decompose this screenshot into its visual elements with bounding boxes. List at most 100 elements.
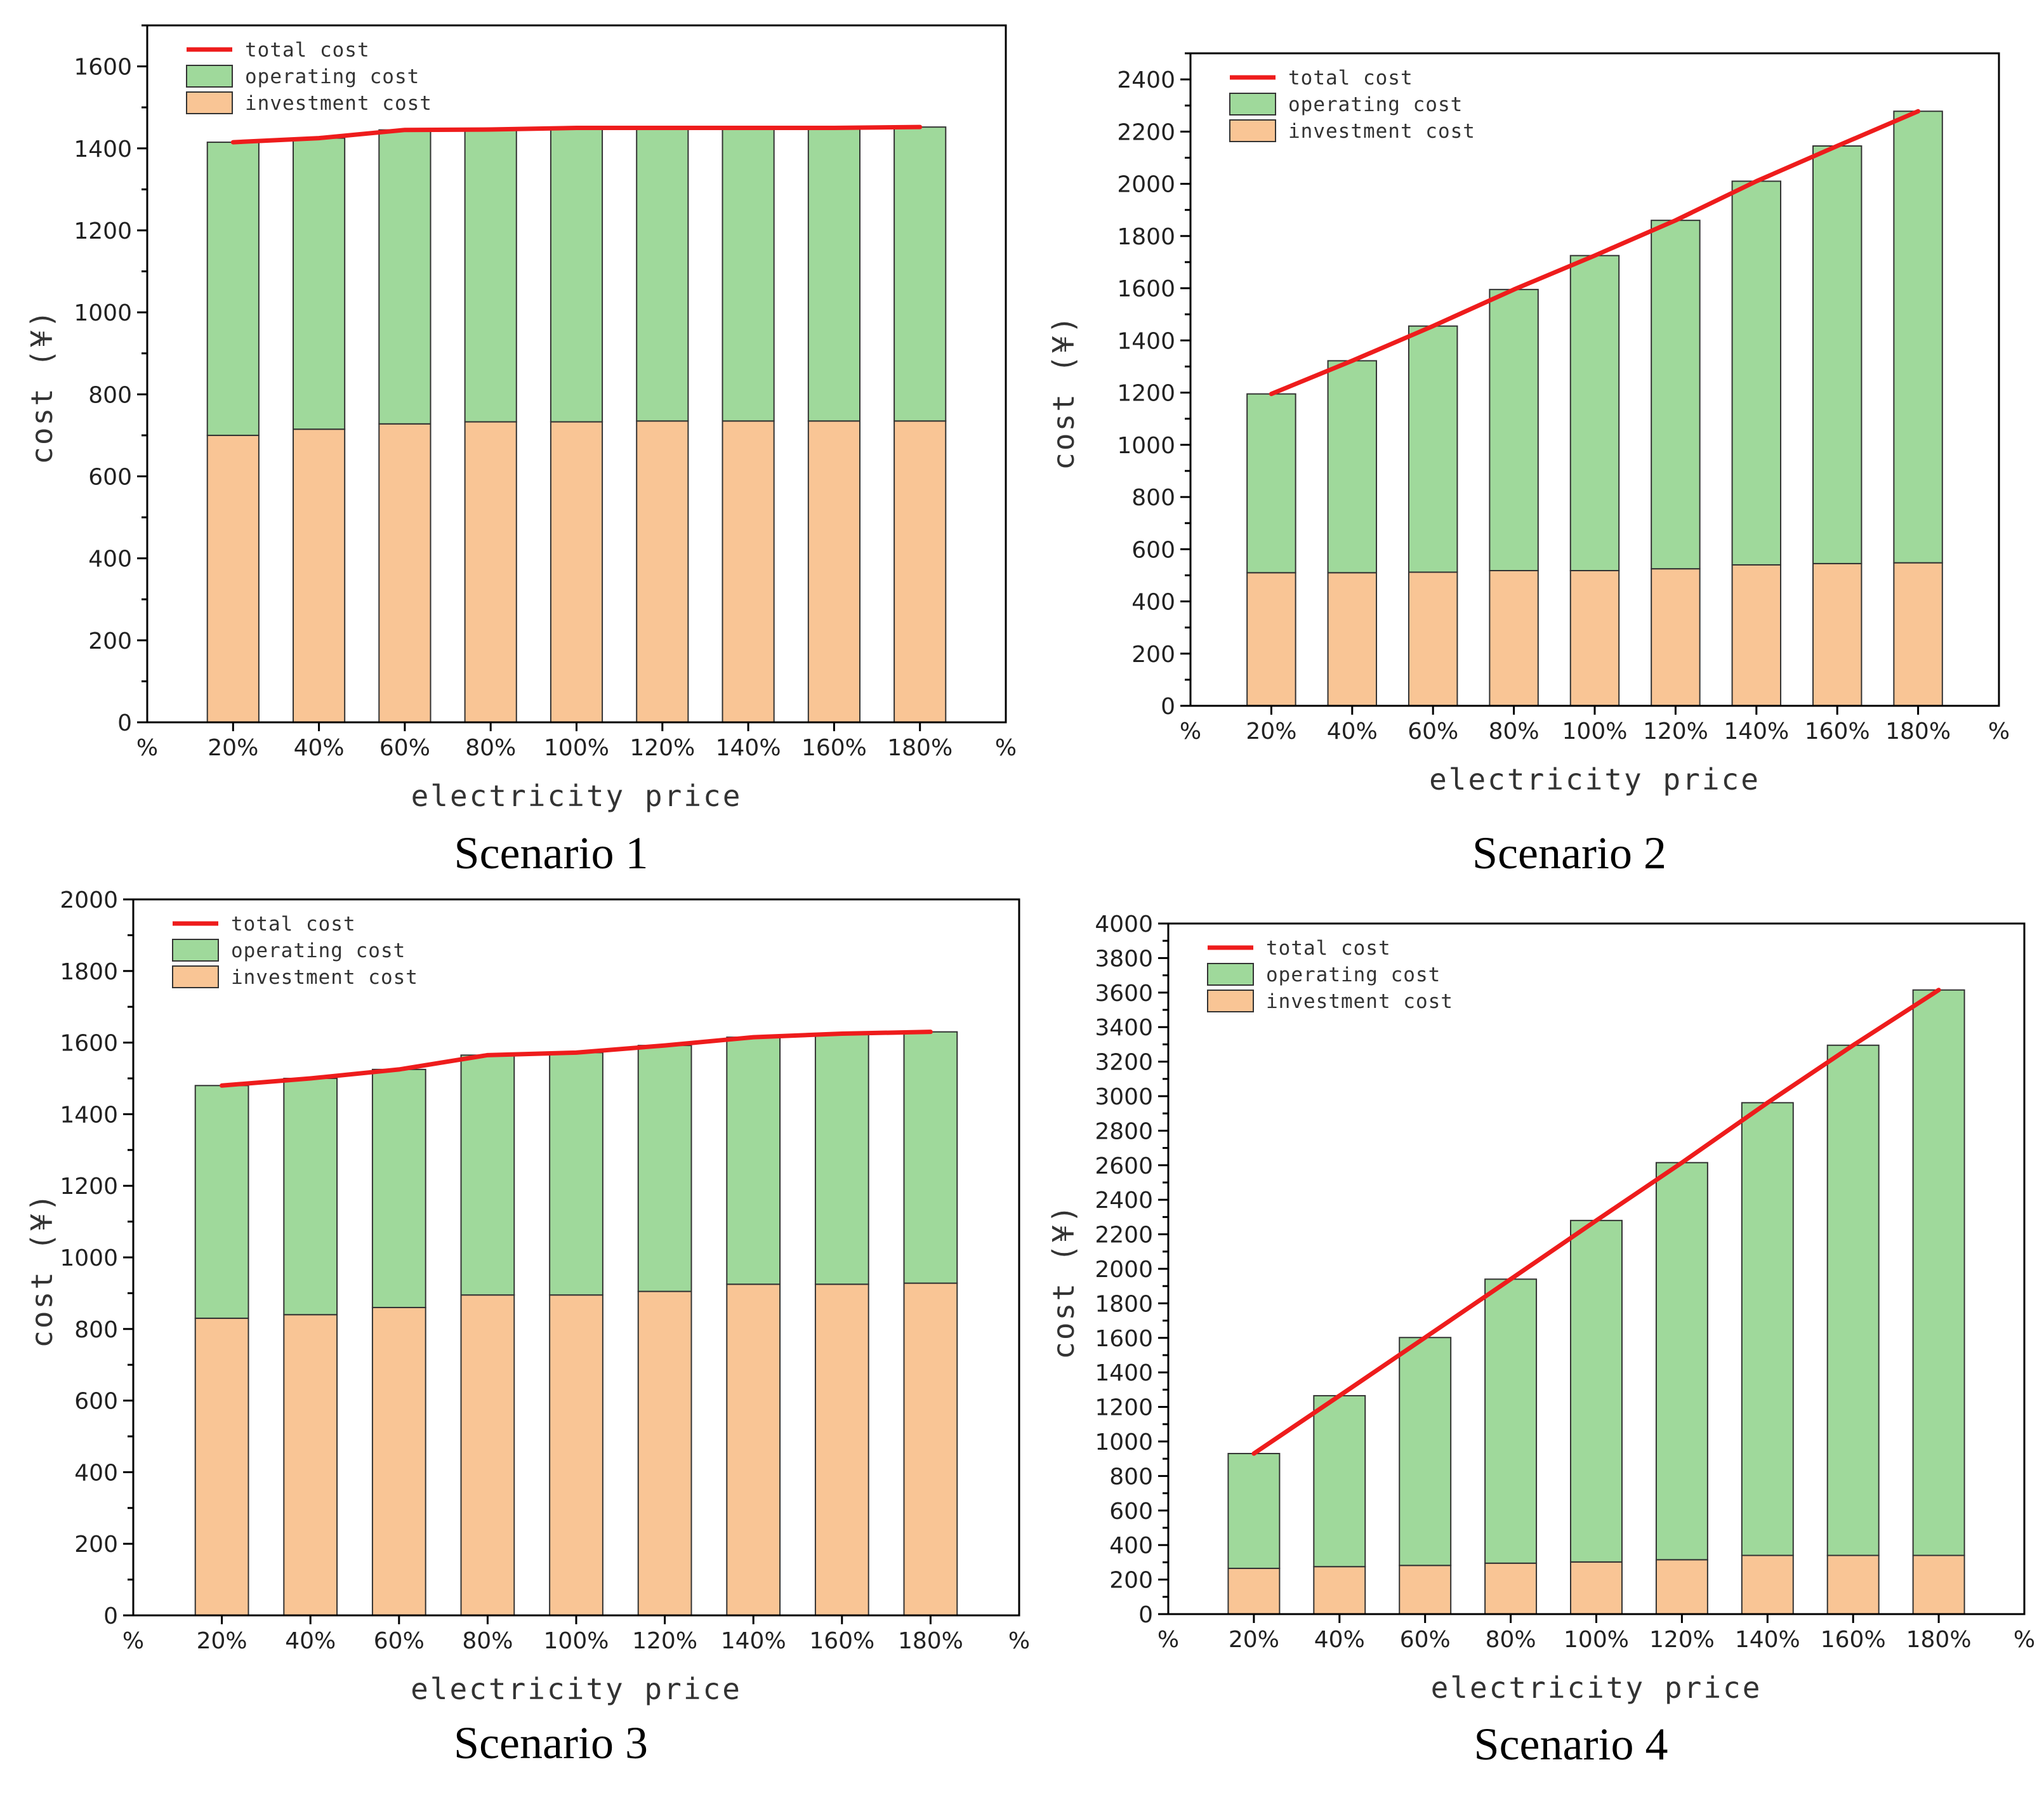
operating-bar (293, 137, 346, 430)
total-cost-line (1269, 109, 1921, 397)
x-axis-end-label: % (1988, 719, 2010, 745)
y-tick-label: 600 (1131, 537, 1175, 563)
y-tick-label: 1200 (1095, 1395, 1153, 1421)
x-tick-label: 80% (1486, 1627, 1536, 1653)
operating-bar (722, 127, 775, 422)
investment-bar (1912, 1554, 1965, 1615)
chart-panel-scenario-4: 0 200 400 600 800 1000 1200 1400 1600 1800 2000 220… (1022, 889, 2044, 1795)
x-tick-label: 60% (374, 1628, 425, 1654)
y-tick-label: 1400 (1117, 328, 1175, 354)
y-tick-label: 2400 (1095, 1188, 1153, 1214)
investment-bar (283, 1314, 338, 1616)
x-tick-label: 40% (285, 1628, 336, 1654)
investment-bar (1812, 562, 1863, 706)
operating-bar (1893, 110, 1943, 564)
investment-bar (1569, 569, 1620, 707)
x-axis-title: electricity price (411, 779, 742, 813)
y-tick-label: 800 (88, 382, 132, 408)
legend-investment-cost-label: investment cost (1266, 990, 1453, 1013)
y-tick-label: 0 (103, 1603, 118, 1629)
legend-operating-cost-swatch (186, 65, 233, 88)
operating-bar (283, 1078, 338, 1316)
x-tick-label: 100% (544, 735, 609, 761)
legend-total-cost-label: total cost (1266, 937, 1391, 960)
y-tick-label: 1800 (1117, 224, 1175, 250)
x-tick-label: 80% (1489, 719, 1540, 745)
x-tick-label: 80% (465, 735, 516, 761)
investment-bar (371, 1306, 426, 1617)
y-tick-label: 1600 (1117, 276, 1175, 302)
y-tick-label: 3800 (1095, 946, 1153, 972)
operating-bar (1484, 1278, 1538, 1564)
y-tick-label: 1000 (1095, 1429, 1153, 1455)
x-tick-label: 120% (632, 1628, 697, 1654)
x-tick-label: 180% (887, 735, 953, 761)
total-cost-line (230, 124, 923, 145)
operating-bar (378, 129, 432, 425)
x-tick-label: 100% (1564, 1627, 1629, 1653)
y-tick-label: 2200 (1095, 1222, 1153, 1249)
x-tick-label: 80% (462, 1628, 513, 1654)
legend-total-cost-label: total cost (1288, 67, 1413, 89)
investment-bar (893, 420, 947, 724)
y-tick-label: 1400 (1095, 1360, 1153, 1386)
y-axis-title: cost (¥) (25, 308, 59, 465)
x-tick-label: 60% (379, 735, 430, 761)
y-tick-label: 1600 (74, 55, 132, 81)
total-cost-line (1251, 988, 1941, 1456)
legend-operating-cost-swatch (1229, 93, 1276, 116)
legend-operating-cost-swatch (1207, 963, 1254, 986)
investment-bar (636, 420, 689, 724)
scenario-caption: Scenario 3 (454, 1718, 648, 1768)
operating-bar (1489, 289, 1539, 571)
investment-bar (1826, 1554, 1880, 1615)
y-tick-label: 600 (74, 1389, 118, 1415)
x-tick-label: 120% (1649, 1627, 1715, 1653)
operating-bar (1569, 255, 1620, 571)
y-tick-label: 200 (74, 1532, 118, 1558)
operating-bar (807, 127, 860, 422)
investment-bar (378, 423, 432, 724)
y-tick-label: 3600 (1095, 981, 1153, 1007)
y-tick-label: 1200 (74, 218, 132, 244)
y-tick-label: 200 (88, 628, 132, 654)
y-tick-label: 2200 (1117, 119, 1175, 145)
investment-bar (1399, 1565, 1452, 1615)
y-tick-label: 400 (1131, 590, 1175, 616)
chart-panel-scenario-2: 0 200 400 600 800 1000 1200 1400 1600 1800 2000 220… (1022, 0, 2044, 889)
investment-bar (549, 1294, 603, 1616)
investment-bar (1484, 1562, 1538, 1615)
legend-investment-cost-swatch (186, 91, 233, 114)
operating-bar (726, 1037, 781, 1285)
investment-bar (1327, 572, 1378, 707)
x-tick-label: 20% (197, 1628, 247, 1654)
operating-bar (1812, 145, 1863, 564)
y-tick-label: 2600 (1095, 1153, 1153, 1179)
x-tick-label: 160% (801, 735, 867, 761)
chart-scenario-2: 0 200 400 600 800 1000 1200 1400 1600 1800 2000 220… (1046, 52, 2010, 878)
investment-bar (206, 434, 260, 723)
x-tick-label: 100% (1562, 719, 1628, 745)
chart-scenario-3: 0 200 400 600 800 1000 1200 1400 1600 1800 2000% % 2… (25, 887, 1030, 1768)
operating-bar (194, 1085, 249, 1319)
y-tick-label: 3200 (1095, 1050, 1153, 1076)
operating-bar (1246, 393, 1296, 574)
x-tick-label: 180% (1885, 719, 1951, 745)
scenario-caption: Scenario 1 (454, 828, 649, 878)
x-tick-label: 180% (898, 1628, 963, 1654)
investment-bar (1489, 569, 1539, 707)
investment-bar (1651, 568, 1701, 706)
x-tick-label: 100% (544, 1628, 609, 1654)
y-tick-label: 1200 (1117, 381, 1175, 407)
y-tick-label: 2000 (60, 887, 118, 913)
y-axis-title: cost (¥) (1046, 1203, 1081, 1360)
x-axis-start-label: % (136, 735, 158, 761)
legend-operating-cost-label: operating cost (1266, 964, 1441, 986)
operating-bar (903, 1031, 958, 1284)
x-tick-label: 60% (1408, 719, 1458, 745)
y-tick-label: 2000 (1117, 172, 1175, 198)
x-axis-title: electricity price (411, 1672, 742, 1706)
x-axis-end-label: % (995, 735, 1017, 761)
operating-bar (460, 1054, 515, 1296)
chart-panel-scenario-3: 0 200 400 600 800 1000 1200 1400 1600 1800 2000%% 2… (0, 887, 1030, 1795)
